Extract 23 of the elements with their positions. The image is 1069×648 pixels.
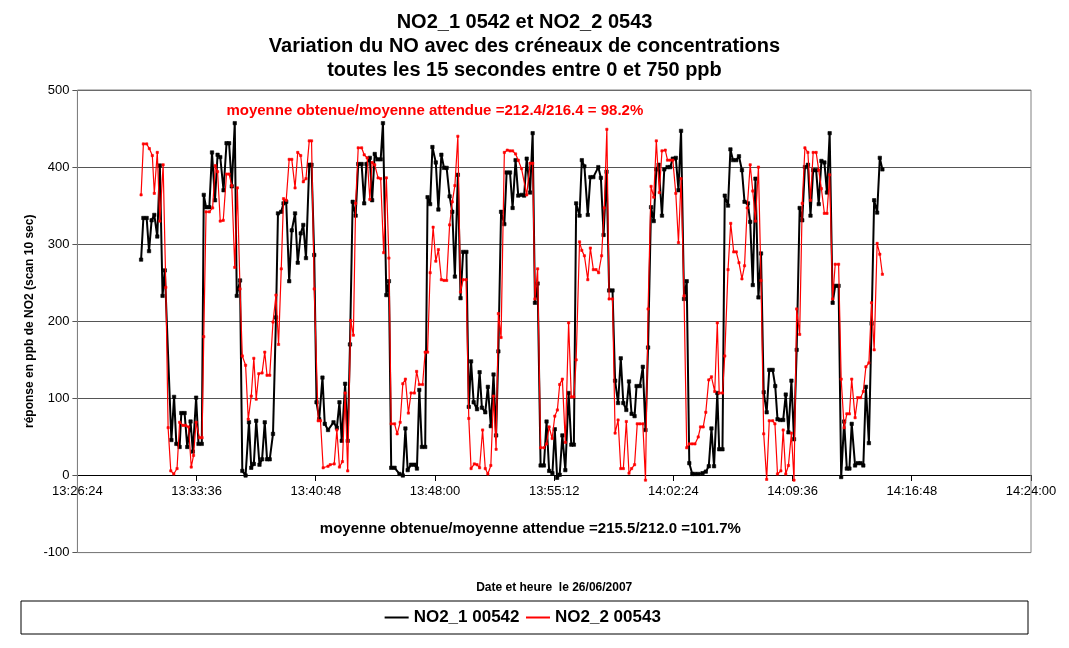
legend-label: NO2_2 00543 [555,607,661,627]
x-tick-label: 13:26:24 [52,482,103,498]
annotation: moyenne obtenue/moyenne attendue =212.4/216.4 = 98.2% [226,101,644,119]
annotation: moyenne obtenue/moyenne attendue =215.5/212.0 =101.7% [319,518,741,536]
y-axis-title: réponse en ppb de NO2 (scan 10 sec) [21,214,36,428]
x-tick-label: 13:48:00 [409,482,461,498]
x-tick-label: 13:40:48 [290,482,342,498]
x-tick-label: 14:24:00 [1005,482,1057,498]
y-tick-label: 200 [47,312,70,328]
x-tick-label: 13:33:36 [171,482,222,498]
x-tick-label: 14:16:48 [886,482,938,498]
x-tick-label: 14:09:36 [767,482,818,498]
chart-title: NO2_1 0542 et NO2_2 0543 Variation du NO avec des créneaux de concentrations toutes les 15 secondes entre 0 et 750 ppb [268,9,781,80]
legend-label: NO2_1 00542 [413,607,520,627]
x-tick-label: 13:55:12 [528,482,580,498]
y-tick-label: 500 [47,81,70,97]
y-tick-label: 100 [47,389,70,405]
y-tick-label: -100 [43,544,70,560]
x-axis-title: Date et heure le 26/06/2007 [476,580,633,595]
y-tick-label: 300 [47,235,70,251]
x-tick-label: 14:02:24 [648,482,699,498]
y-tick-label: 400 [47,158,70,174]
y-tick-label: 0 [62,467,70,483]
